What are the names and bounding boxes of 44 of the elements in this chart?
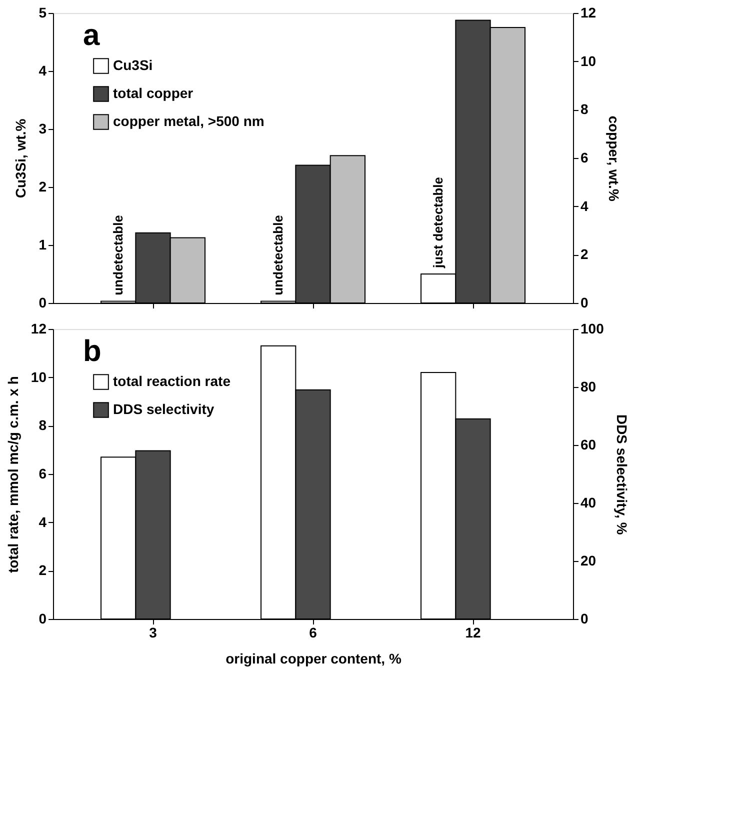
legend-label: total copper bbox=[113, 85, 194, 101]
y-tick-label: 5 bbox=[38, 4, 47, 20]
y-tick-label: 8 bbox=[38, 417, 47, 434]
y-tick-label: 12 bbox=[30, 320, 47, 336]
annotation: just detectable bbox=[430, 176, 446, 269]
y-axis-title: Cu3Si, wt.% bbox=[12, 118, 29, 198]
y2-tick-label: 4 bbox=[580, 198, 588, 214]
annotation: undetectable bbox=[110, 215, 126, 296]
y2-tick-label: 12 bbox=[580, 4, 596, 20]
y2-tick-label: 20 bbox=[580, 552, 596, 568]
y2-tick-label: 8 bbox=[580, 101, 588, 118]
annotation: b bbox=[83, 335, 102, 368]
annotation: undetectable bbox=[270, 215, 286, 296]
x-tick-label: 3 bbox=[149, 624, 158, 640]
y2-tick-label: 80 bbox=[580, 378, 596, 394]
x-tick-label: 6 bbox=[309, 624, 318, 640]
y-tick-label: 0 bbox=[38, 610, 47, 626]
y-tick-label: 10 bbox=[30, 368, 47, 385]
y-tick-label: 0 bbox=[38, 294, 47, 310]
y-tick-label: 2 bbox=[38, 178, 47, 194]
y2-tick-label: 100 bbox=[580, 320, 604, 336]
y-axis-title: total rate, mmol mc/g c.m. x h bbox=[4, 376, 21, 573]
x-tick-label: 12 bbox=[465, 624, 481, 640]
y-tick-label: 6 bbox=[38, 466, 47, 482]
legend-label: total reaction rate bbox=[113, 373, 231, 389]
y2-tick-label: 0 bbox=[580, 294, 588, 310]
legend-label: copper metal, >500 nm bbox=[113, 113, 264, 129]
y2-axis-title: DDS selectivity, % bbox=[614, 414, 630, 536]
annotation: a bbox=[83, 19, 100, 52]
y-tick-label: 3 bbox=[38, 120, 47, 136]
y2-axis-title: copper, wt.% bbox=[606, 116, 622, 202]
legend-label: Cu3Si bbox=[113, 57, 153, 73]
y-tick-label: 4 bbox=[38, 514, 47, 530]
y2-tick-label: 10 bbox=[580, 52, 596, 69]
y2-tick-label: 40 bbox=[580, 494, 596, 510]
y2-tick-label: 0 bbox=[580, 610, 588, 626]
y-tick-label: 2 bbox=[38, 562, 47, 578]
y2-tick-label: 2 bbox=[580, 246, 588, 262]
y2-tick-label: 60 bbox=[580, 436, 596, 452]
y2-tick-label: 6 bbox=[580, 150, 588, 166]
x-axis-title: original copper content, % bbox=[226, 650, 402, 666]
y-tick-label: 1 bbox=[38, 236, 47, 252]
legend-label: DDS selectivity bbox=[113, 401, 214, 417]
y-tick-label: 4 bbox=[38, 62, 47, 78]
